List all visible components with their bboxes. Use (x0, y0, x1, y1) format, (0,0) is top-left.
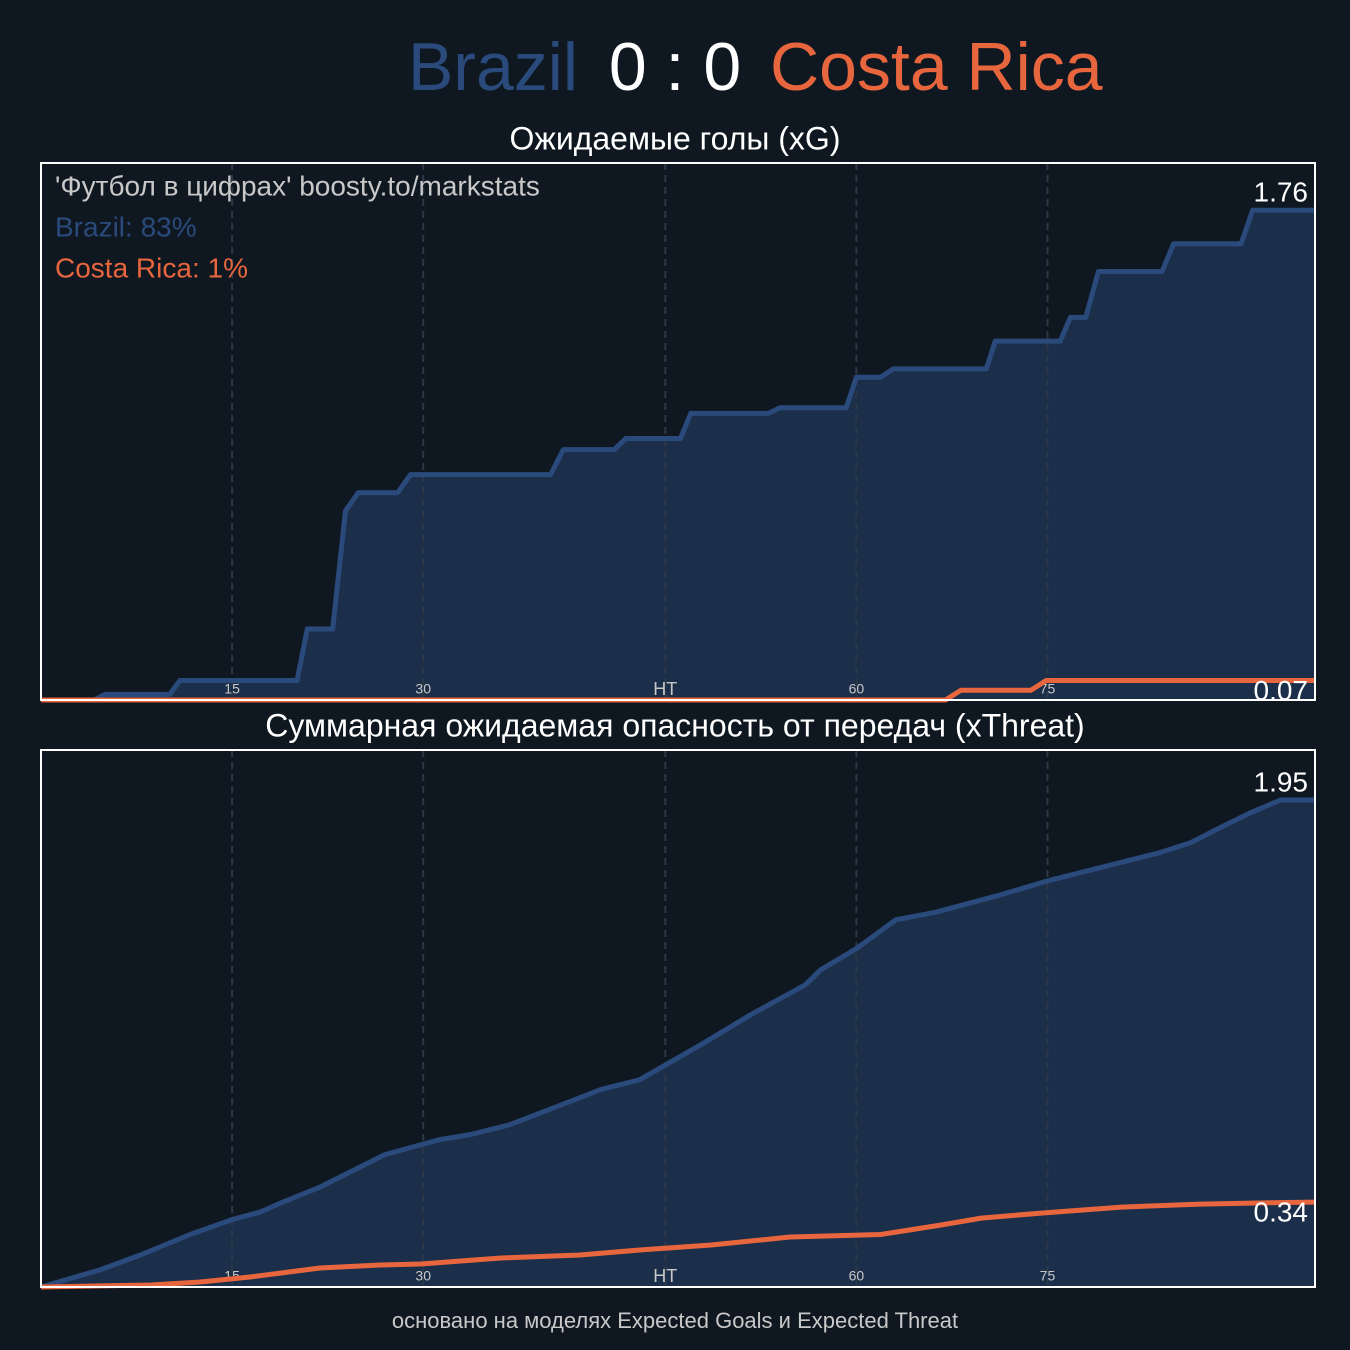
annotation: Costa Rica: 1% (55, 252, 248, 283)
annotation: 'Футбол в цифрах' boosty.to/markstats (55, 170, 540, 201)
x-tick-label: HT (653, 1266, 677, 1286)
x-tick-label: 60 (849, 681, 865, 697)
end-label: 1.76 (1254, 177, 1309, 208)
area (41, 800, 1315, 1287)
plot-frame (40, 162, 1316, 701)
x-tick-label: 75 (1040, 1268, 1056, 1284)
end-label: 1.95 (1254, 766, 1309, 797)
plot-frame (40, 749, 1316, 1288)
away-team: Costa Rica (770, 29, 1103, 105)
line (40, 797, 1315, 1290)
x-tick-label: 15 (224, 681, 240, 697)
x-tick-label: 30 (415, 1268, 431, 1284)
chart-title: Ожидаемые голы (xG) (510, 120, 841, 156)
x-tick-label: 30 (415, 681, 431, 697)
chart-title: Суммарная ожидаемая опасность от передач… (265, 707, 1084, 743)
x-tick-label: HT (653, 679, 677, 699)
footer: основано на моделях Expected Goals и Exp… (392, 1308, 958, 1333)
line (41, 207, 1315, 703)
area (41, 210, 1315, 701)
end-label: 0.34 (1254, 1196, 1309, 1227)
x-tick-label: 60 (849, 1268, 865, 1284)
annotation: Brazil: 83% (55, 211, 197, 242)
line (40, 1199, 1316, 1290)
end-label: 0.07 (1254, 675, 1309, 706)
score: 0 : 0 (609, 29, 741, 105)
home-team: Brazil (408, 29, 578, 105)
